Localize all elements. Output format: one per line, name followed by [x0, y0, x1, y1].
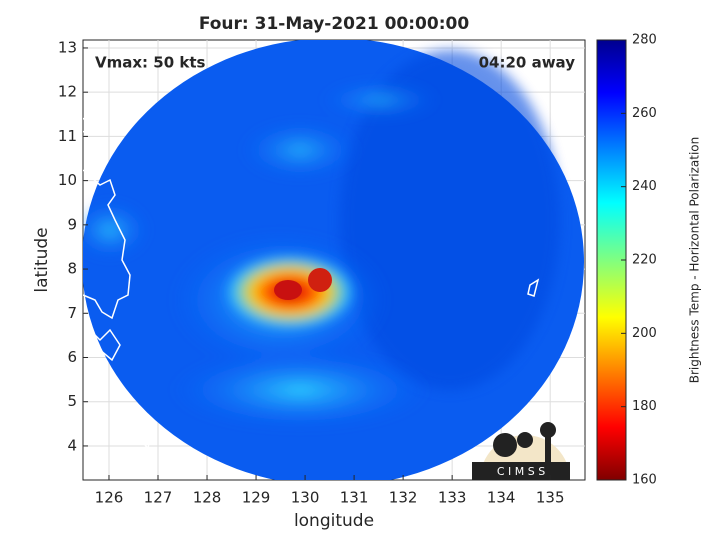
y-tick-label: 12: [58, 83, 77, 101]
x-tick-label: 131: [340, 489, 369, 507]
x-tick-label: 130: [291, 489, 320, 507]
x-tick-label: 126: [95, 489, 124, 507]
y-tick-label: 6: [67, 348, 77, 366]
x-tick-label: 127: [144, 489, 173, 507]
vmax-label: Vmax: 50 kts: [95, 54, 205, 72]
y-tick-label: 9: [67, 215, 77, 233]
satellite-image: [83, 40, 584, 480]
y-tick-label: 10: [58, 171, 77, 189]
y-tick-label: 5: [67, 392, 77, 410]
x-tick-label: 128: [193, 489, 222, 507]
chart-title: Four: 31-May-2021 00:00:00: [199, 14, 469, 34]
logo-text: C I M S S: [497, 465, 545, 478]
colorbar-tick-label: 280: [632, 33, 657, 48]
colorbar-tick-label: 240: [632, 179, 657, 194]
colorbar-tick-label: 260: [632, 106, 657, 121]
y-tick-label: 11: [58, 127, 77, 145]
y-tick-label: 8: [67, 260, 77, 278]
colorbar-label: Brightness Temp - Horizontal Polarizatio…: [688, 137, 702, 384]
x-tick-label: 132: [389, 489, 418, 507]
x-tick-label: 129: [242, 489, 271, 507]
x-tick-label: 135: [536, 489, 565, 507]
cimss-logo: C I M S S: [472, 422, 570, 480]
time-away-label: 04:20 away: [479, 54, 576, 72]
colorbar-tick-label: 180: [632, 399, 657, 414]
y-tick-label: 4: [67, 436, 77, 454]
y-tick-label: 13: [58, 38, 77, 56]
colorbar-tick-label: 220: [632, 253, 657, 268]
x-tick-label: 134: [487, 489, 516, 507]
colorbar-tick-label: 200: [632, 326, 657, 341]
colorbar-tick-label: 160: [632, 473, 657, 488]
x-axis-label: longitude: [294, 511, 374, 531]
x-tick-label: 133: [438, 489, 467, 507]
y-tick-label: 7: [67, 304, 77, 322]
y-axis-label: latitude: [32, 227, 52, 292]
